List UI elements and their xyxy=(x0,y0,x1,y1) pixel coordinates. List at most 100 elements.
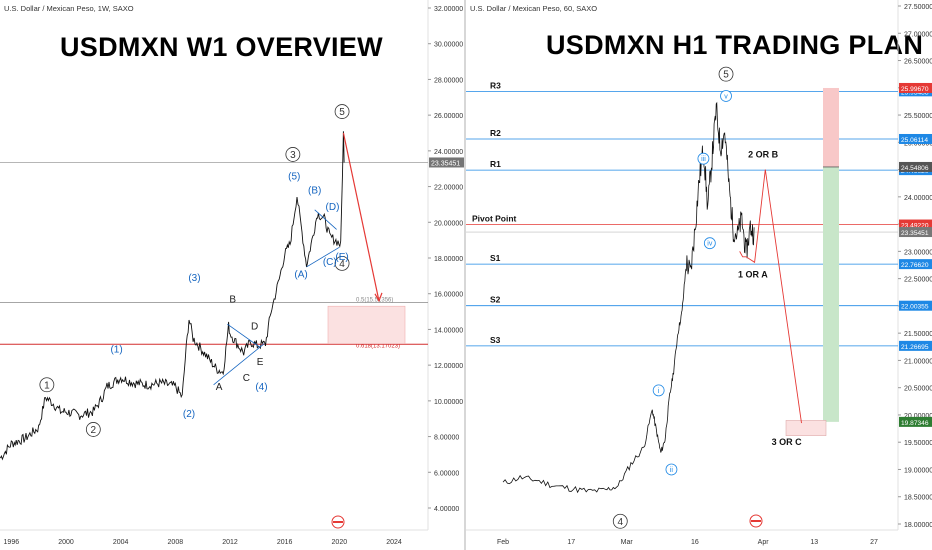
right-y-tick-label: 26.50000 xyxy=(904,59,932,66)
left-wave-label-1: 1 xyxy=(44,380,50,391)
right-extra-value-box xyxy=(899,161,932,172)
right-wave-label-4: 4 xyxy=(617,517,623,528)
left-abc-label-D: D xyxy=(251,321,258,332)
right-level-value: 22.00355 xyxy=(901,304,929,311)
left-wave-label-blue: (3) xyxy=(188,273,200,284)
right-roman-label-v: v xyxy=(724,93,728,100)
left-x-tick-label: 2000 xyxy=(58,539,74,546)
right-y-tick-label: 20.00000 xyxy=(904,413,932,420)
left-wedge-upper xyxy=(227,323,261,348)
left-abc-label-C: C xyxy=(243,373,250,384)
left-y-tick-label: 22.00000 xyxy=(434,185,463,192)
left-wave-label-blue: (B) xyxy=(308,186,321,197)
right-chart-svg: 27.5000027.0000026.5000026.0000025.50000… xyxy=(466,0,932,546)
right-level-value: 23.49220 xyxy=(901,223,929,230)
left-wave-label-blue: (5) xyxy=(288,171,300,182)
right-level-value-box xyxy=(899,133,932,144)
left-y-tick-label: 28.00000 xyxy=(434,77,463,84)
right-extra-value-box xyxy=(899,227,932,238)
right-extra-value: 23.35451 xyxy=(901,230,929,237)
right-roman-circle-ii xyxy=(665,463,678,476)
left-wave-label-4: 4 xyxy=(339,259,345,270)
left-wave-circle-4 xyxy=(334,255,350,271)
right-x-tick-label: Apr xyxy=(758,539,770,546)
left-x-tick-label: 2008 xyxy=(168,539,184,546)
right-wave-label-5: 5 xyxy=(723,70,729,81)
right-symbol-info: U.S. Dollar / Mexican Peso, 60, SAXO xyxy=(470,4,598,13)
right-y-tick-label: 18.50000 xyxy=(904,495,932,502)
right-chart-panel: U.S. Dollar / Mexican Peso, 60, SAXO USD… xyxy=(466,0,932,550)
right-stop-zone xyxy=(823,87,839,167)
left-x-tick-label: 2012 xyxy=(222,539,238,546)
right-y-tick-label: 21.00000 xyxy=(904,358,932,365)
right-level-value: 25.06114 xyxy=(901,137,928,144)
right-roman-label-iv: iv xyxy=(707,241,713,248)
right-x-tick-label: 27 xyxy=(870,539,878,546)
right-y-tick-label: 25.50000 xyxy=(904,113,932,120)
left-wave-circle-5 xyxy=(334,104,350,119)
right-roman-label-iii: iii xyxy=(701,156,706,163)
left-y-tick-label: 4.00000 xyxy=(434,506,459,513)
right-x-tick-label: 13 xyxy=(810,539,818,546)
right-level-value: 22.76620 xyxy=(901,262,929,269)
left-wave-label-blue: (2) xyxy=(183,409,195,420)
right-y-tick-label: 27.00000 xyxy=(904,31,932,38)
right-y-tick-label: 21.50000 xyxy=(904,331,932,338)
left-tv-logo-stripe xyxy=(333,521,343,523)
left-wave-circle-2 xyxy=(85,422,101,437)
left-price-series xyxy=(0,131,345,461)
left-y-tick-label: 8.00000 xyxy=(434,435,459,442)
left-projection-line xyxy=(342,132,380,301)
left-target-zone xyxy=(327,305,406,345)
right-y-tick-label: 24.00000 xyxy=(904,195,932,202)
right-roman-circle-iii xyxy=(697,152,710,165)
left-triangle-upper xyxy=(314,209,337,230)
right-annotation-3c: 3 OR C xyxy=(772,437,803,447)
left-y-tick-label: 14.00000 xyxy=(434,327,463,334)
right-wave-circle-5 xyxy=(718,66,734,82)
right-level-name: Pivot Point xyxy=(472,214,517,224)
right-extra-value-box xyxy=(899,82,932,93)
right-annotation-2b: 2 OR B xyxy=(748,150,779,160)
right-roman-circle-i xyxy=(652,384,665,397)
left-wave-label-5: 5 xyxy=(339,107,345,118)
right-extra-value-box xyxy=(899,416,932,427)
left-last-price-box xyxy=(429,157,464,168)
right-roman-circle-iv xyxy=(703,237,716,250)
right-y-tick-label: 19.50000 xyxy=(904,440,932,447)
left-wave-label-blue: (C) xyxy=(323,257,337,268)
right-level-value-box xyxy=(899,300,932,311)
right-annotation-1a: 1 OR A xyxy=(738,270,768,280)
left-last-price-label: 23.35451 xyxy=(431,160,460,167)
right-target-zone xyxy=(823,166,839,422)
right-wave-circle-4 xyxy=(612,513,628,529)
right-tv-logo-stripe xyxy=(751,520,761,522)
right-x-tick-label: Mar xyxy=(621,539,634,546)
left-chart-panel: U.S. Dollar / Mexican Peso, 1W, SAXO USD… xyxy=(0,0,464,550)
left-wave-label-3: 3 xyxy=(290,150,296,161)
left-y-tick-label: 18.00000 xyxy=(434,256,463,263)
left-wave-label-blue: (D) xyxy=(326,202,340,213)
left-projection-arrowhead xyxy=(374,292,383,303)
left-y-tick-label: 16.00000 xyxy=(434,292,463,299)
right-y-tick-label: 23.00000 xyxy=(904,249,932,256)
right-x-tick-label: Feb xyxy=(497,539,509,546)
left-y-tick-label: 24.00000 xyxy=(434,149,463,156)
right-y-tick-label: 27.50000 xyxy=(904,4,932,11)
left-x-tick-label: 1996 xyxy=(4,539,20,546)
right-final-target-box xyxy=(785,420,827,436)
right-level-value: 21.26695 xyxy=(901,344,929,351)
left-chart-svg: 32.0000030.0000028.0000026.0000024.00000… xyxy=(0,0,464,546)
left-abc-label-B: B xyxy=(229,295,236,306)
left-y-tick-label: 12.00000 xyxy=(434,363,463,370)
left-fib-05-label: 0.5(15.51356) xyxy=(356,297,393,303)
right-extra-value: 19.87346 xyxy=(901,420,929,427)
left-wave-circle-1 xyxy=(39,377,55,393)
left-title: USDMXN W1 OVERVIEW xyxy=(60,32,383,62)
right-level-name: S3 xyxy=(490,335,501,345)
left-wedge-lower xyxy=(213,343,265,386)
panel-divider xyxy=(464,0,466,550)
right-extra-value: 25.99670 xyxy=(901,86,929,93)
right-level-value-box xyxy=(899,259,932,270)
left-x-tick-label: 2024 xyxy=(386,539,402,546)
